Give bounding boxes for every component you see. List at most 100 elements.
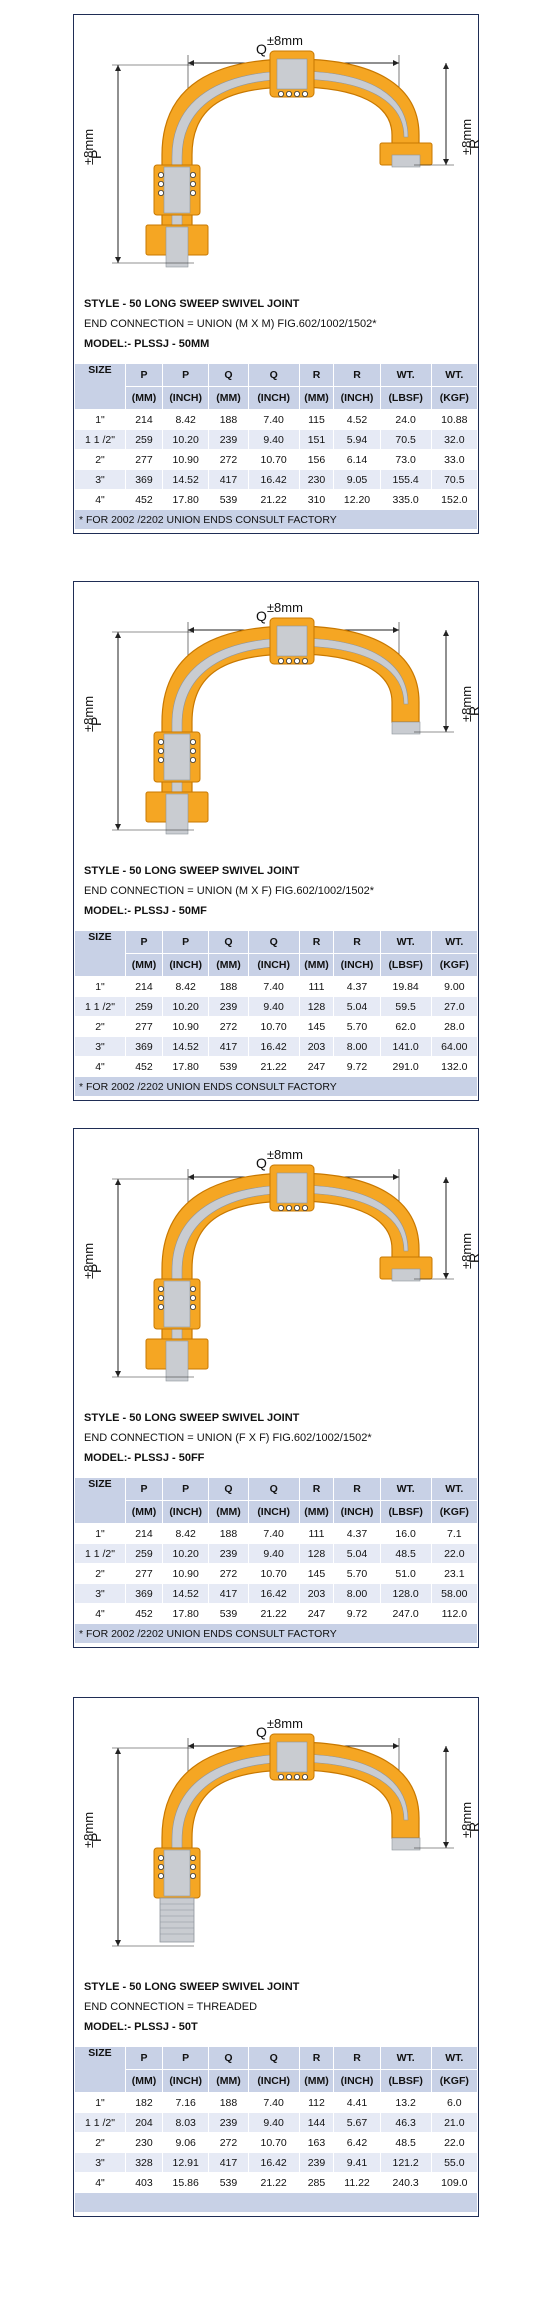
r-tolerance: ±8mm	[459, 1232, 474, 1269]
table-row: 4" 403 15.86 539 21.22 285 11.22 240.3 109.0	[74, 2172, 479, 2193]
ball-bearing	[158, 1854, 165, 1861]
right-end-face	[391, 1268, 421, 1282]
unit-header: (INCH)	[333, 1500, 381, 1524]
model-number: MODEL:- PLSSJ - 50T	[84, 2021, 198, 2033]
q-dimension-label: Q±8mm	[256, 600, 303, 624]
technical-drawing	[112, 617, 454, 835]
dimension-arrow	[115, 1940, 121, 1946]
p-tolerance: ±8mm	[81, 1811, 96, 1848]
column-header: P	[124, 363, 164, 387]
size-cell: 1"	[74, 2092, 126, 2113]
value-cell: 17.80	[161, 489, 210, 510]
value-cell: 259	[124, 429, 164, 450]
value-cell: 539	[208, 2172, 249, 2193]
size-cell: 4"	[74, 1603, 126, 1624]
value-cell: 272	[208, 449, 249, 470]
r-dimension-label: ±8mmR	[458, 1792, 482, 1838]
column-header: R	[298, 2046, 335, 2070]
dimension-arrow	[443, 630, 449, 636]
value-cell: 32.0	[430, 429, 479, 450]
dimension-arrow	[443, 63, 449, 69]
value-cell: 4.52	[333, 409, 381, 430]
top-swivel-bore	[276, 58, 308, 90]
unit-header: (INCH)	[161, 386, 210, 410]
value-cell: 10.90	[161, 1563, 210, 1584]
swivel-joint-drawing	[112, 617, 454, 835]
value-cell: 5.94	[333, 429, 381, 450]
swivel-joint-drawing	[112, 1164, 454, 1382]
technical-drawing	[112, 1733, 454, 1947]
left-swivel-bore	[163, 733, 191, 781]
value-cell: 156	[298, 449, 335, 470]
value-cell: 10.70	[247, 1016, 300, 1037]
value-cell: 128	[298, 996, 335, 1017]
size-cell: 2"	[74, 1563, 126, 1584]
dimension-arrow	[115, 65, 121, 71]
note-row: * FOR 2002 /2202 UNION ENDS CONSULT FACT…	[74, 1076, 478, 1097]
product-caption: STYLE - 50 LONG SWEEP SWIVEL JOINT END CO…	[84, 1409, 372, 1467]
ball-bearing	[158, 171, 165, 178]
inner-bore	[171, 70, 409, 231]
value-cell: 539	[208, 489, 249, 510]
table-row: 4" 452 17.80 539 21.22 247 9.72 291.0 132.0	[74, 1056, 479, 1077]
top-swivel-bore	[276, 1172, 308, 1204]
column-header: Q	[247, 930, 300, 954]
table-row: 3" 369 14.52 417 16.42 203 8.00 128.0 58.00	[74, 1583, 479, 1604]
value-cell: 112	[298, 2092, 335, 2113]
value-cell: 17.80	[161, 1056, 210, 1077]
value-cell: 55.0	[430, 2152, 479, 2173]
size-cell: 2"	[74, 1016, 126, 1037]
ball-bearing	[285, 1205, 292, 1212]
value-cell: 369	[124, 469, 164, 490]
spec-table: SIZE P P Q Q R R WT. WT. (MM) (INCH) (MM) (INCH) (MM)…	[74, 930, 479, 1097]
dimension-arrow	[393, 60, 399, 66]
unit-header: (MM)	[124, 2069, 164, 2093]
value-cell: 27.0	[430, 996, 479, 1017]
table-row: 2" 277 10.90 272 10.70 145 5.70 51.0 23.1	[74, 1563, 479, 1584]
value-cell: 452	[124, 1056, 164, 1077]
value-cell: 7.40	[247, 2092, 300, 2113]
value-cell: 203	[298, 1036, 335, 1057]
model-number: MODEL:- PLSSJ - 50MF	[84, 905, 207, 917]
unit-header: (LBSF)	[379, 386, 432, 410]
value-cell: 10.70	[247, 1563, 300, 1584]
units-row: (MM) (INCH) (MM) (INCH) (MM) (INCH) (LBSF) (KGF…	[75, 1500, 479, 1524]
q-dimension-label: Q±8mm	[256, 1716, 303, 1740]
product-card: Q±8mm ±8mm P ±8mmR STYLE - 50 LONG SWEEP SWI…	[73, 1697, 482, 2217]
style-title: STYLE - 50 LONG SWEEP SWIVEL JOINT	[84, 1981, 300, 1993]
q-letter: Q	[256, 41, 267, 57]
value-cell: 145	[298, 1016, 335, 1037]
dimension-arrow	[115, 1748, 121, 1754]
value-cell: 5.04	[333, 996, 381, 1017]
value-cell: 214	[124, 1523, 164, 1544]
value-cell: 5.70	[333, 1016, 381, 1037]
r-dimension-label: ±8mmR	[458, 1223, 482, 1269]
r-tolerance: ±8mm	[459, 118, 474, 155]
value-cell: 6.0	[430, 2092, 479, 2113]
size-header: SIZE	[74, 2046, 126, 2093]
value-cell: 259	[124, 996, 164, 1017]
value-cell: 188	[208, 1523, 249, 1544]
table-row: 1 1 /2" 259 10.20 239 9.40 128 5.04 48.5 22.0	[74, 1543, 479, 1564]
unit-header: (KGF)	[430, 1500, 479, 1524]
value-cell: 46.3	[379, 2112, 432, 2133]
column-header: P	[161, 2046, 210, 2070]
value-cell: 188	[208, 409, 249, 430]
inner-bore	[171, 1184, 409, 1345]
value-cell: 277	[124, 1563, 164, 1584]
value-cell: 10.90	[161, 1016, 210, 1037]
value-cell: 335.0	[379, 489, 432, 510]
unit-header: (INCH)	[161, 953, 210, 977]
ball-bearing	[190, 1294, 197, 1301]
ball-bearing	[190, 1285, 197, 1292]
value-cell: 9.72	[333, 1603, 381, 1624]
table-row: 2" 277 10.90 272 10.70 145 5.70 62.0 28.0	[74, 1016, 479, 1037]
value-cell: 21.22	[247, 1603, 300, 1624]
value-cell: 539	[208, 1603, 249, 1624]
unit-header: (INCH)	[247, 953, 300, 977]
column-header: R	[333, 363, 381, 387]
q-tolerance: ±8mm	[266, 33, 303, 48]
dimension-arrow	[188, 60, 194, 66]
value-cell: 285	[298, 2172, 335, 2193]
value-cell: 23.1	[430, 1563, 479, 1584]
